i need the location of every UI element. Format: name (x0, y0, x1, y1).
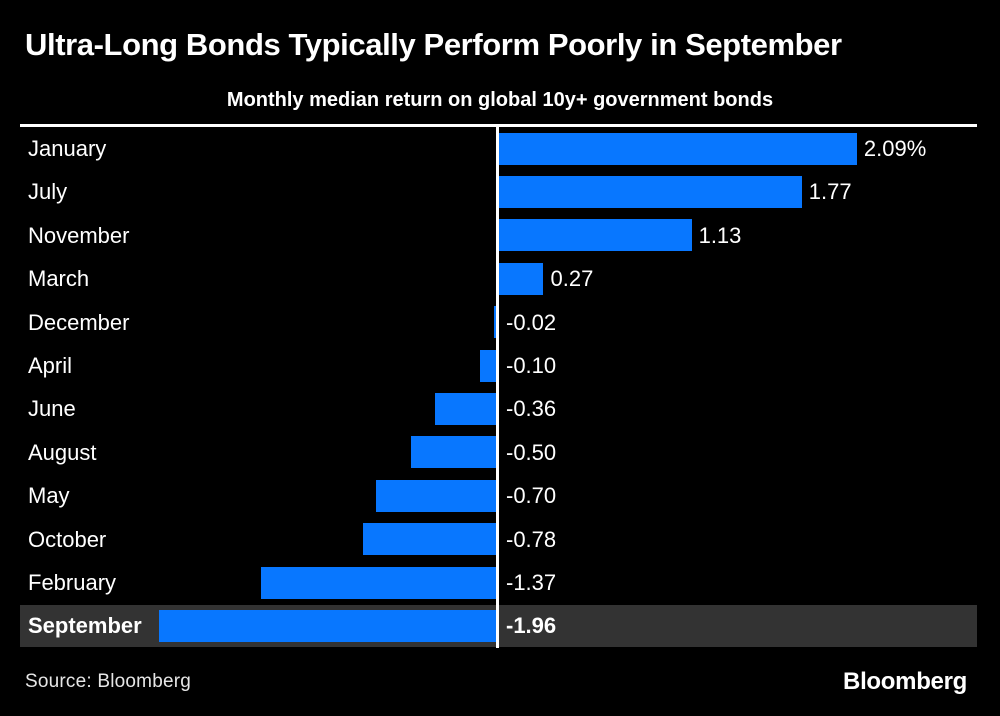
value-label: 2.09% (863, 136, 927, 161)
category-label: May (28, 483, 70, 509)
source-text: Source: Bloomberg (25, 671, 192, 692)
chart-row-november: November 1.13 (0, 214, 1000, 257)
bar (497, 219, 692, 252)
category-label: September (28, 613, 142, 639)
chart-row-october: October -0.78 (0, 518, 1000, 561)
bar (497, 262, 544, 295)
bar (261, 566, 497, 599)
category-label: November (28, 222, 130, 248)
category-label: February (28, 570, 117, 595)
bar (497, 175, 802, 208)
value-label: -1.37 (506, 570, 557, 595)
value-label: -0.10 (506, 353, 557, 378)
bloomberg-logo: Bloomberg (843, 668, 967, 695)
bar (493, 306, 497, 339)
bar (435, 392, 497, 425)
category-label: August (28, 439, 97, 465)
category-label: July (28, 179, 68, 205)
chart-title: Ultra-Long Bonds Typically Perform Poorl… (25, 27, 842, 62)
category-label: June (28, 396, 76, 422)
footer: Source: Bloomberg Bloomberg (25, 664, 967, 700)
bar (497, 132, 857, 165)
value-label: -0.36 (506, 396, 557, 422)
chart-row-august: August -0.50 (0, 431, 1000, 474)
chart-row-december: December -0.02 (0, 301, 1000, 344)
value-label: -0.78 (506, 526, 557, 552)
chart-row-february: February -1.37 (0, 561, 1000, 604)
bar (479, 349, 497, 382)
chart-row-january: January 2.09% (0, 127, 1000, 170)
value-label: -1.96 (506, 613, 557, 639)
value-label: -0.70 (506, 483, 557, 509)
category-label: October (28, 526, 107, 552)
chart-row-june: June -0.36 (0, 387, 1000, 430)
chart-row-may: May -0.70 (0, 474, 1000, 517)
category-label: December (28, 309, 130, 335)
category-label: January (28, 136, 107, 161)
bar (410, 436, 497, 469)
bar-chart: January 2.09% July 1.77 November 1.13 March 0.2… (0, 127, 1000, 648)
chart-row-march: March 0.27 (0, 257, 1000, 300)
bar (362, 523, 497, 556)
category-label: March (28, 266, 90, 292)
category-label: April (28, 353, 73, 378)
chart-row-april: April -0.10 (0, 344, 1000, 387)
chart-row-september: September -1.96 (0, 604, 1000, 648)
value-label: -0.02 (506, 309, 557, 335)
value-label: 1.77 (808, 179, 852, 205)
zero-axis-line (496, 127, 499, 648)
chart-row-july: July 1.77 (0, 170, 1000, 213)
value-label: 0.27 (550, 266, 594, 292)
value-label: -0.50 (506, 439, 557, 465)
chart-subtitle: Monthly median return on global 10y+ gov… (226, 89, 774, 111)
bar (376, 479, 497, 512)
header-divider (20, 124, 977, 127)
value-label: 1.13 (698, 222, 742, 248)
bar (159, 609, 497, 642)
